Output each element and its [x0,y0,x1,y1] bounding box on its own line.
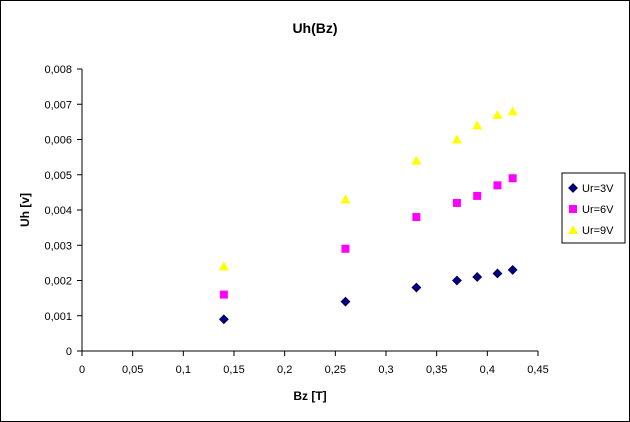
legend: Ur=3V Ur=6V Ur=9V [561,172,626,244]
data-point-triangle [218,261,229,271]
x-tick-label: 0,3 [378,364,393,376]
y-tick-label: 0,004 [44,205,72,217]
data-point-diamond [340,296,351,307]
legend-items: Ur=3V Ur=6V Ur=9V [568,183,614,237]
x-axis-label: Bz [T] [293,389,326,403]
data-point-triangle [451,134,462,144]
y-tick-label: 0,005 [44,170,72,182]
data-point-diamond [411,282,422,293]
data-point-diamond [492,268,503,279]
legend-label: Ur=9V [582,225,614,237]
series-3 [218,106,518,271]
legend-label: Ur=6V [582,204,614,216]
y-tick-label: 0,002 [44,276,72,288]
y-axis-label: Uh [v] [18,193,32,227]
x-tick-label: 0,15 [223,364,244,376]
legend-marker-diamond [568,183,578,193]
data-point-triangle [472,120,483,130]
x-tick-label: 0,45 [527,364,548,376]
axes [81,69,538,352]
plot-points [218,106,518,325]
y-ticks: 0 0,001 0,002 0,003 0,004 0,005 0,006 0,007 0,00… [44,64,82,358]
data-point-square [473,191,482,200]
data-point-triangle [492,109,503,119]
x-tick-label: 0,4 [480,364,495,376]
y-tick-label: 0,006 [44,135,72,147]
data-point-diamond [507,265,518,275]
series-2 [219,174,517,299]
series-1 [218,265,518,325]
legend-label: Ur=3V [582,183,614,195]
x-tick-label: 0,35 [426,364,447,376]
data-point-diamond [452,275,462,286]
y-tick-label: 0,001 [44,311,72,323]
x-tick-label: 0,1 [176,364,191,376]
data-point-triangle [411,155,422,165]
data-point-triangle [507,106,518,116]
x-tick-label: 0,05 [122,364,143,376]
x-tick-label: 0,2 [277,364,292,376]
data-point-square [452,198,461,207]
data-point-diamond [218,314,229,325]
data-point-square [219,290,228,299]
legend-marker-triangle [568,225,578,234]
y-tick-label: 0,003 [44,240,72,252]
data-point-square [412,213,421,222]
data-point-square [341,244,350,253]
y-tick-label: 0 [66,346,72,358]
x-ticks: 0 0,05 0,1 0,15 0,2 0,25 0,3 0,35 0,4 0,45 [79,351,549,376]
data-point-square [508,174,517,183]
chart-title: Uh(Bz) [292,20,337,36]
data-point-triangle [340,194,351,204]
data-point-diamond [472,272,483,282]
y-tick-label: 0,007 [44,99,72,111]
y-tick-label: 0,008 [44,64,72,76]
data-point-square [493,181,502,190]
x-tick-label: 0,25 [325,364,346,376]
legend-marker-square [569,205,577,213]
x-tick-label: 0 [79,364,85,376]
